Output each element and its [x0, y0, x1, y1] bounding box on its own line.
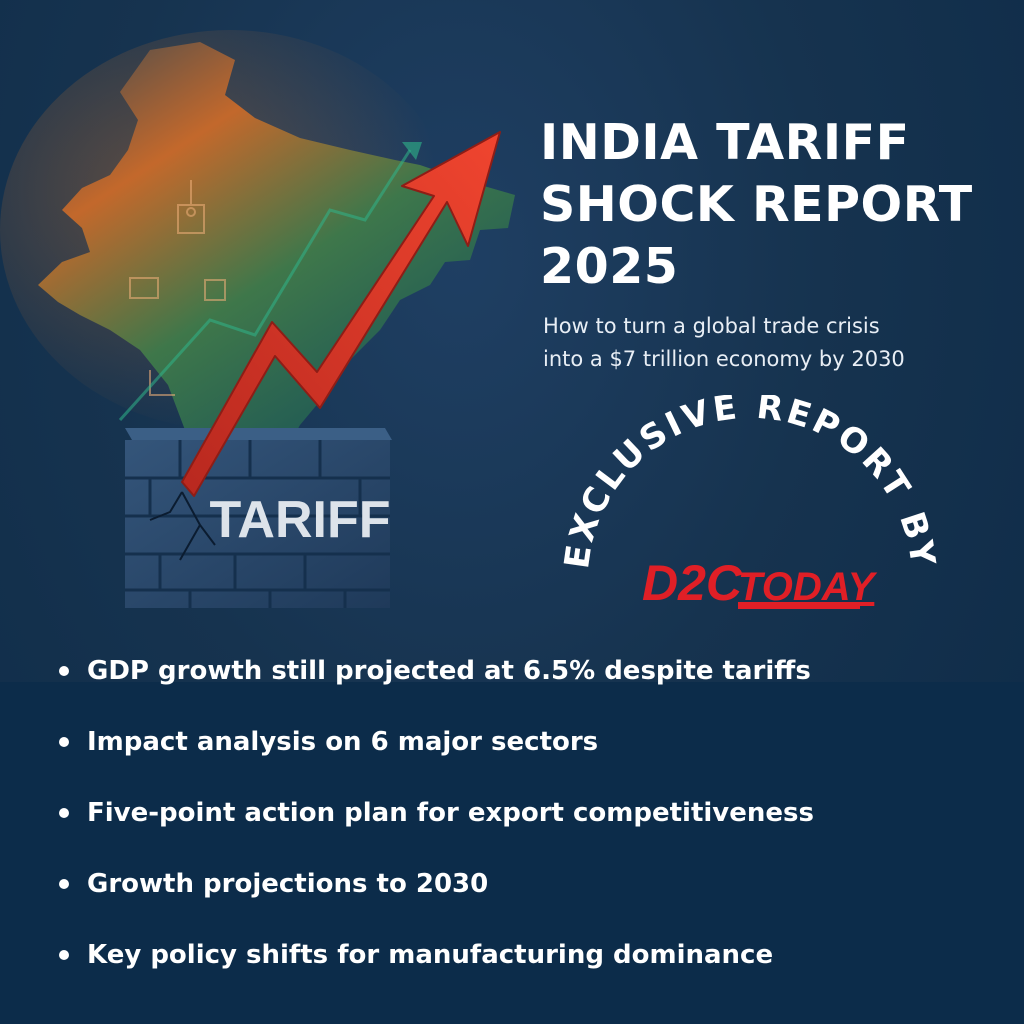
- bottom-band: [0, 682, 1024, 1024]
- subtitle-line: into a $7 trillion economy by 2030: [543, 347, 905, 371]
- chart-line-icon: [118, 142, 422, 422]
- title-line: 2025: [540, 238, 679, 295]
- growth-arrow-icon: [181, 131, 501, 497]
- list-item: Growth projections to 2030: [55, 859, 1005, 930]
- list-item: Impact analysis on 6 major sectors: [55, 717, 1005, 788]
- brand-logo: D2C TODAY: [642, 555, 878, 611]
- exclusive-badge: EXCLUSIVE REPORT BY D2C TODAY: [560, 395, 940, 611]
- title-line: INDIA TARIFF: [540, 114, 910, 171]
- highlights-list: GDP growth still projected at 6.5% despi…: [55, 646, 1005, 1001]
- list-item: Five-point action plan for export compet…: [55, 788, 1005, 859]
- list-item: Key policy shifts for manufacturing domi…: [55, 930, 1005, 1001]
- badge-arc-text: EXCLUSIVE REPORT BY: [560, 395, 940, 571]
- subtitle-line: How to turn a global trade crisis: [543, 314, 880, 338]
- brick-wall-icon: TARIFF: [125, 428, 392, 608]
- brand-left: D2C: [642, 555, 743, 611]
- subtitle: How to turn a global trade crisis into a…: [543, 310, 1013, 376]
- title-line: SHOCK REPORT: [540, 176, 973, 233]
- hero-illustration: TARIFF: [0, 30, 515, 608]
- brand-right: TODAY: [738, 565, 878, 609]
- list-item: GDP growth still projected at 6.5% despi…: [55, 646, 1005, 717]
- wall-label: TARIFF: [210, 491, 391, 549]
- factory-icon: [129, 180, 226, 396]
- page-title: INDIA TARIFF SHOCK REPORT 2025: [540, 112, 1010, 298]
